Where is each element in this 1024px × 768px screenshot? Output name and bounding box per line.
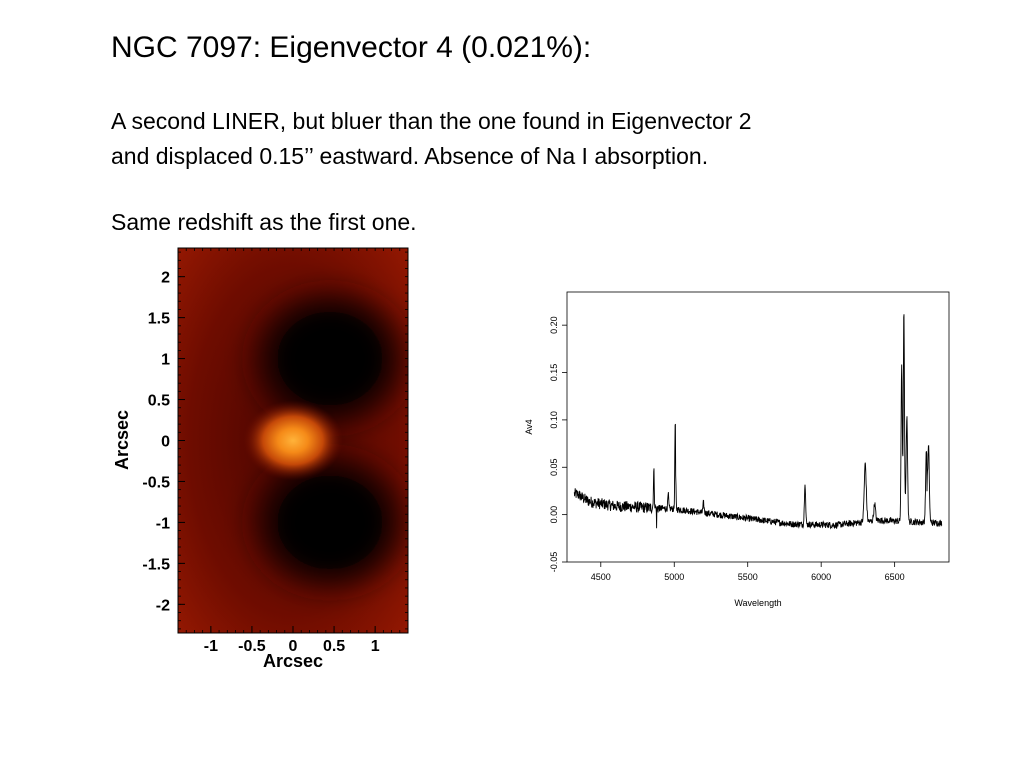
x-tick-label: -0.5 xyxy=(238,638,266,655)
y-tick-label: -0.05 xyxy=(549,552,559,573)
y-tick-label: 0 xyxy=(161,434,170,451)
x-tick-label: 0.5 xyxy=(323,638,345,655)
description-line-2: and displaced 0.15’’ eastward. Absence o… xyxy=(111,143,709,169)
y-tick-label: -0.5 xyxy=(142,474,170,491)
x-tick-label: 1 xyxy=(371,638,380,655)
spectrum-line xyxy=(573,314,943,530)
dark-lobe-2 xyxy=(237,440,408,605)
y-tick-label: 0.00 xyxy=(549,506,559,524)
x-tick-label: 5000 xyxy=(664,572,684,582)
x-tick-label: 6000 xyxy=(811,572,831,582)
y-tick-label: 0.20 xyxy=(549,316,559,334)
y-tick-label: 1.5 xyxy=(148,311,170,328)
y-axis-label: Arcsec xyxy=(112,410,132,470)
eigenvector-map-chart: -1 -0.5 0 0.5 121.510.50-0.5-1-1.5-2 Arcsec … xyxy=(112,247,409,671)
x-tick-label: 5500 xyxy=(738,572,758,582)
dark-lobe-1 xyxy=(237,276,408,441)
bright-peak xyxy=(243,400,343,481)
eigenspectrum-chart: 4500 5000 5500 6000 6500 -0.05 0.00 0.05 0.10 0.1… xyxy=(524,291,950,608)
slide-title: NGC 7097: Eigenvector 4 (0.021%): xyxy=(111,31,592,64)
y-tick-label: -1.5 xyxy=(142,556,170,573)
y-tick-label: -1 xyxy=(156,515,170,532)
description-paragraph: A second LINER, but bluer than the one f… xyxy=(111,104,931,174)
y-tick-label: 1 xyxy=(161,352,170,369)
x-axis-label: Wavelength xyxy=(734,598,781,608)
y-tick-label: 0.15 xyxy=(549,364,559,382)
redshift-note: Same redshift as the first one. xyxy=(111,209,417,235)
y-tick-label: -2 xyxy=(156,597,170,614)
x-tick-label: 4500 xyxy=(591,572,611,582)
x-tick-label: -1 xyxy=(204,638,218,655)
x-tick-label: 0 xyxy=(289,638,298,655)
description-line-1: A second LINER, but bluer than the one f… xyxy=(111,108,752,134)
x-tick-label: 6500 xyxy=(885,572,905,582)
y-tick-label: 0.05 xyxy=(549,458,559,476)
y-tick-label: 2 xyxy=(161,270,170,287)
heatmap-image xyxy=(178,248,408,633)
y-tick-label: 0.5 xyxy=(148,393,170,410)
y-axis-label: Av4 xyxy=(524,419,534,434)
x-axis-label: Arcsec xyxy=(263,651,323,671)
y-tick-label: 0.10 xyxy=(549,411,559,429)
